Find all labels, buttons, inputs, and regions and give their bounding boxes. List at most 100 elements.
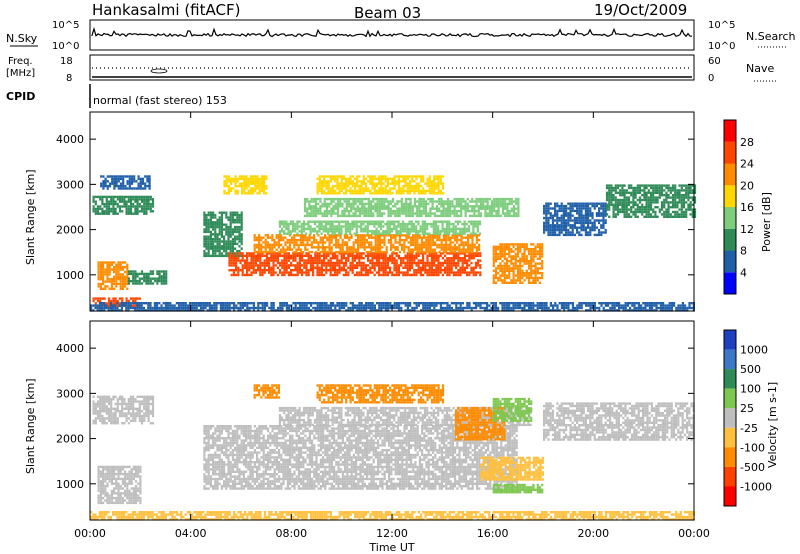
heat-cell (236, 242, 239, 246)
heat-cell (94, 207, 97, 211)
heat-cell (380, 257, 383, 260)
heat-cell (395, 273, 398, 277)
heat-cell (298, 230, 301, 233)
heat-cell (160, 282, 163, 285)
heat-cell (227, 177, 230, 181)
heat-cell (341, 241, 344, 244)
heat-cell (103, 210, 106, 213)
heat-cell (455, 252, 458, 255)
heat-cell (573, 219, 576, 222)
heat-cell (432, 225, 435, 228)
heat-cell (236, 228, 239, 231)
heat-cell (418, 214, 421, 218)
heat-cell (510, 257, 513, 260)
heat-cell (545, 207, 548, 210)
heat-cell (220, 245, 223, 248)
heat-cell (385, 207, 388, 210)
heat-cell (336, 259, 339, 262)
heat-cell (362, 222, 365, 226)
heat-cell (470, 220, 473, 223)
heat-cell (492, 250, 495, 253)
heat-cell (270, 254, 273, 257)
heat-cell (663, 201, 666, 204)
heat-cell (353, 259, 356, 262)
heat-cell (132, 212, 135, 215)
heat-cell (467, 238, 470, 242)
heat-cell (97, 268, 100, 271)
heat-cell (234, 218, 237, 222)
heat-cell (316, 184, 319, 188)
heat-cell (303, 254, 306, 257)
heat-cell (392, 236, 395, 239)
heat-cell (479, 271, 482, 274)
heat-cell (118, 309, 121, 312)
heat-cell (92, 299, 95, 303)
heat-cell (547, 216, 550, 220)
heat-cell (420, 236, 423, 239)
heat-cell (263, 180, 266, 183)
heat-cell (536, 279, 539, 282)
heat-cell (417, 261, 420, 265)
heat-cell (285, 252, 288, 255)
heat-cell (327, 189, 330, 193)
heat-cell (494, 252, 498, 256)
heat-cell (380, 200, 384, 203)
heat-cell (127, 299, 130, 303)
heat-cell (536, 267, 539, 270)
heat-cell (422, 205, 425, 208)
heat-cell (350, 207, 353, 210)
heat-cell (261, 271, 264, 274)
heat-cell (129, 302, 132, 305)
heat-cell (437, 220, 440, 223)
heat-cell (133, 175, 136, 178)
heat-cell (325, 205, 329, 208)
heat-cell (341, 214, 344, 218)
heat-cell (371, 254, 374, 257)
nave-tick-bottom: 0 (708, 73, 714, 84)
heat-cell (349, 180, 352, 183)
heat-cell (99, 297, 102, 300)
heat-cell (402, 180, 405, 183)
heat-cell (235, 259, 238, 262)
heat-cell (446, 212, 450, 215)
heat-cell (336, 257, 339, 260)
heat-cell (372, 200, 375, 203)
heat-cell (328, 248, 331, 251)
heat-cell (384, 271, 387, 274)
heat-cell (426, 232, 429, 235)
heat-cell (162, 275, 166, 278)
heat-cell (551, 214, 554, 217)
heat-cell (676, 194, 679, 197)
heat-cell (308, 200, 311, 203)
heat-cell (283, 230, 286, 233)
heat-cell (501, 245, 504, 248)
heat-cell (214, 249, 217, 253)
heat-cell (317, 212, 320, 215)
heat-cell (237, 269, 240, 272)
heat-cell (616, 198, 620, 202)
heat-cell (614, 206, 617, 209)
heat-cell (413, 184, 416, 188)
heat-cell (108, 273, 111, 276)
heat-cell (96, 210, 100, 213)
heat-cell (302, 222, 306, 226)
heat-cell (97, 266, 100, 269)
heat-cell (391, 200, 395, 203)
heat-cell (382, 220, 385, 223)
heat-cell (417, 220, 420, 223)
heat-cell (416, 246, 419, 249)
heat-cell (419, 252, 422, 255)
heat-cell (464, 209, 467, 213)
heat-cell (334, 205, 337, 208)
heat-cell (439, 180, 442, 183)
heat-cell (349, 232, 352, 235)
heat-cell (144, 187, 147, 190)
heat-cell (384, 180, 387, 183)
heat-cell (303, 266, 306, 269)
heat-cell (145, 205, 148, 208)
heat-cell (258, 177, 261, 181)
heat-cell (136, 279, 139, 283)
heat-cell (371, 261, 374, 265)
heat-cell (385, 250, 388, 254)
heat-cell (343, 236, 346, 239)
